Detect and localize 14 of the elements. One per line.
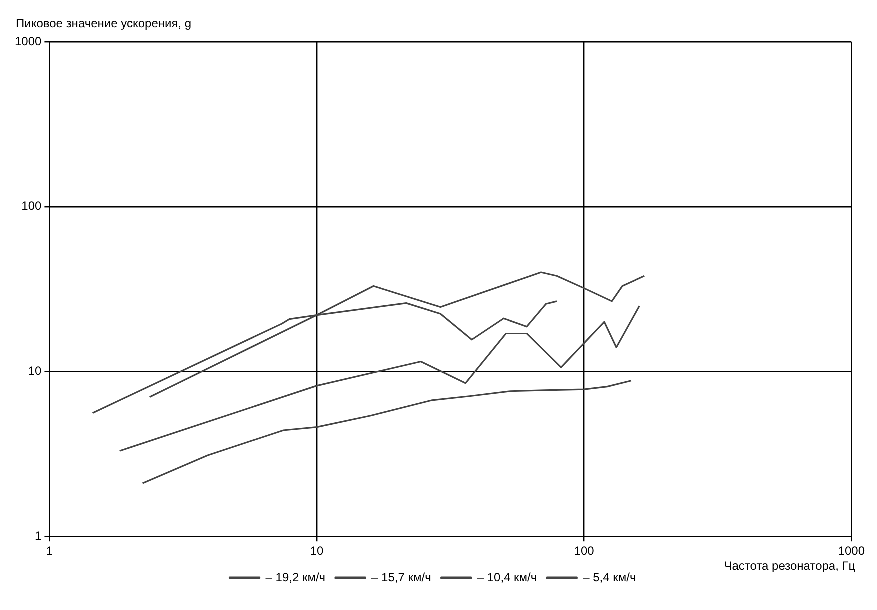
y-tick-label: 10 (28, 364, 42, 378)
legend-label: – 5,4 км/ч (583, 570, 636, 584)
y-tick-label: 1 (35, 528, 42, 543)
legend-label: – 19,2 км/ч (266, 570, 326, 584)
x-tick-label: 100 (574, 544, 595, 558)
y-axis-title: Пиковое значение ускорения, g (16, 16, 192, 30)
x-tick-label: 1 (46, 544, 54, 558)
legend-label: – 10,4 км/ч (477, 570, 538, 584)
y-tick-label: 100 (22, 199, 42, 214)
x-tick-label: 10 (310, 544, 324, 558)
x-axis-title: Частота резонатора, Гц (724, 558, 856, 573)
legend-label: – 15,7 км/ч (372, 570, 432, 584)
x-tick-label: 1000 (838, 544, 866, 558)
y-tick-label: 1000 (14, 34, 42, 48)
